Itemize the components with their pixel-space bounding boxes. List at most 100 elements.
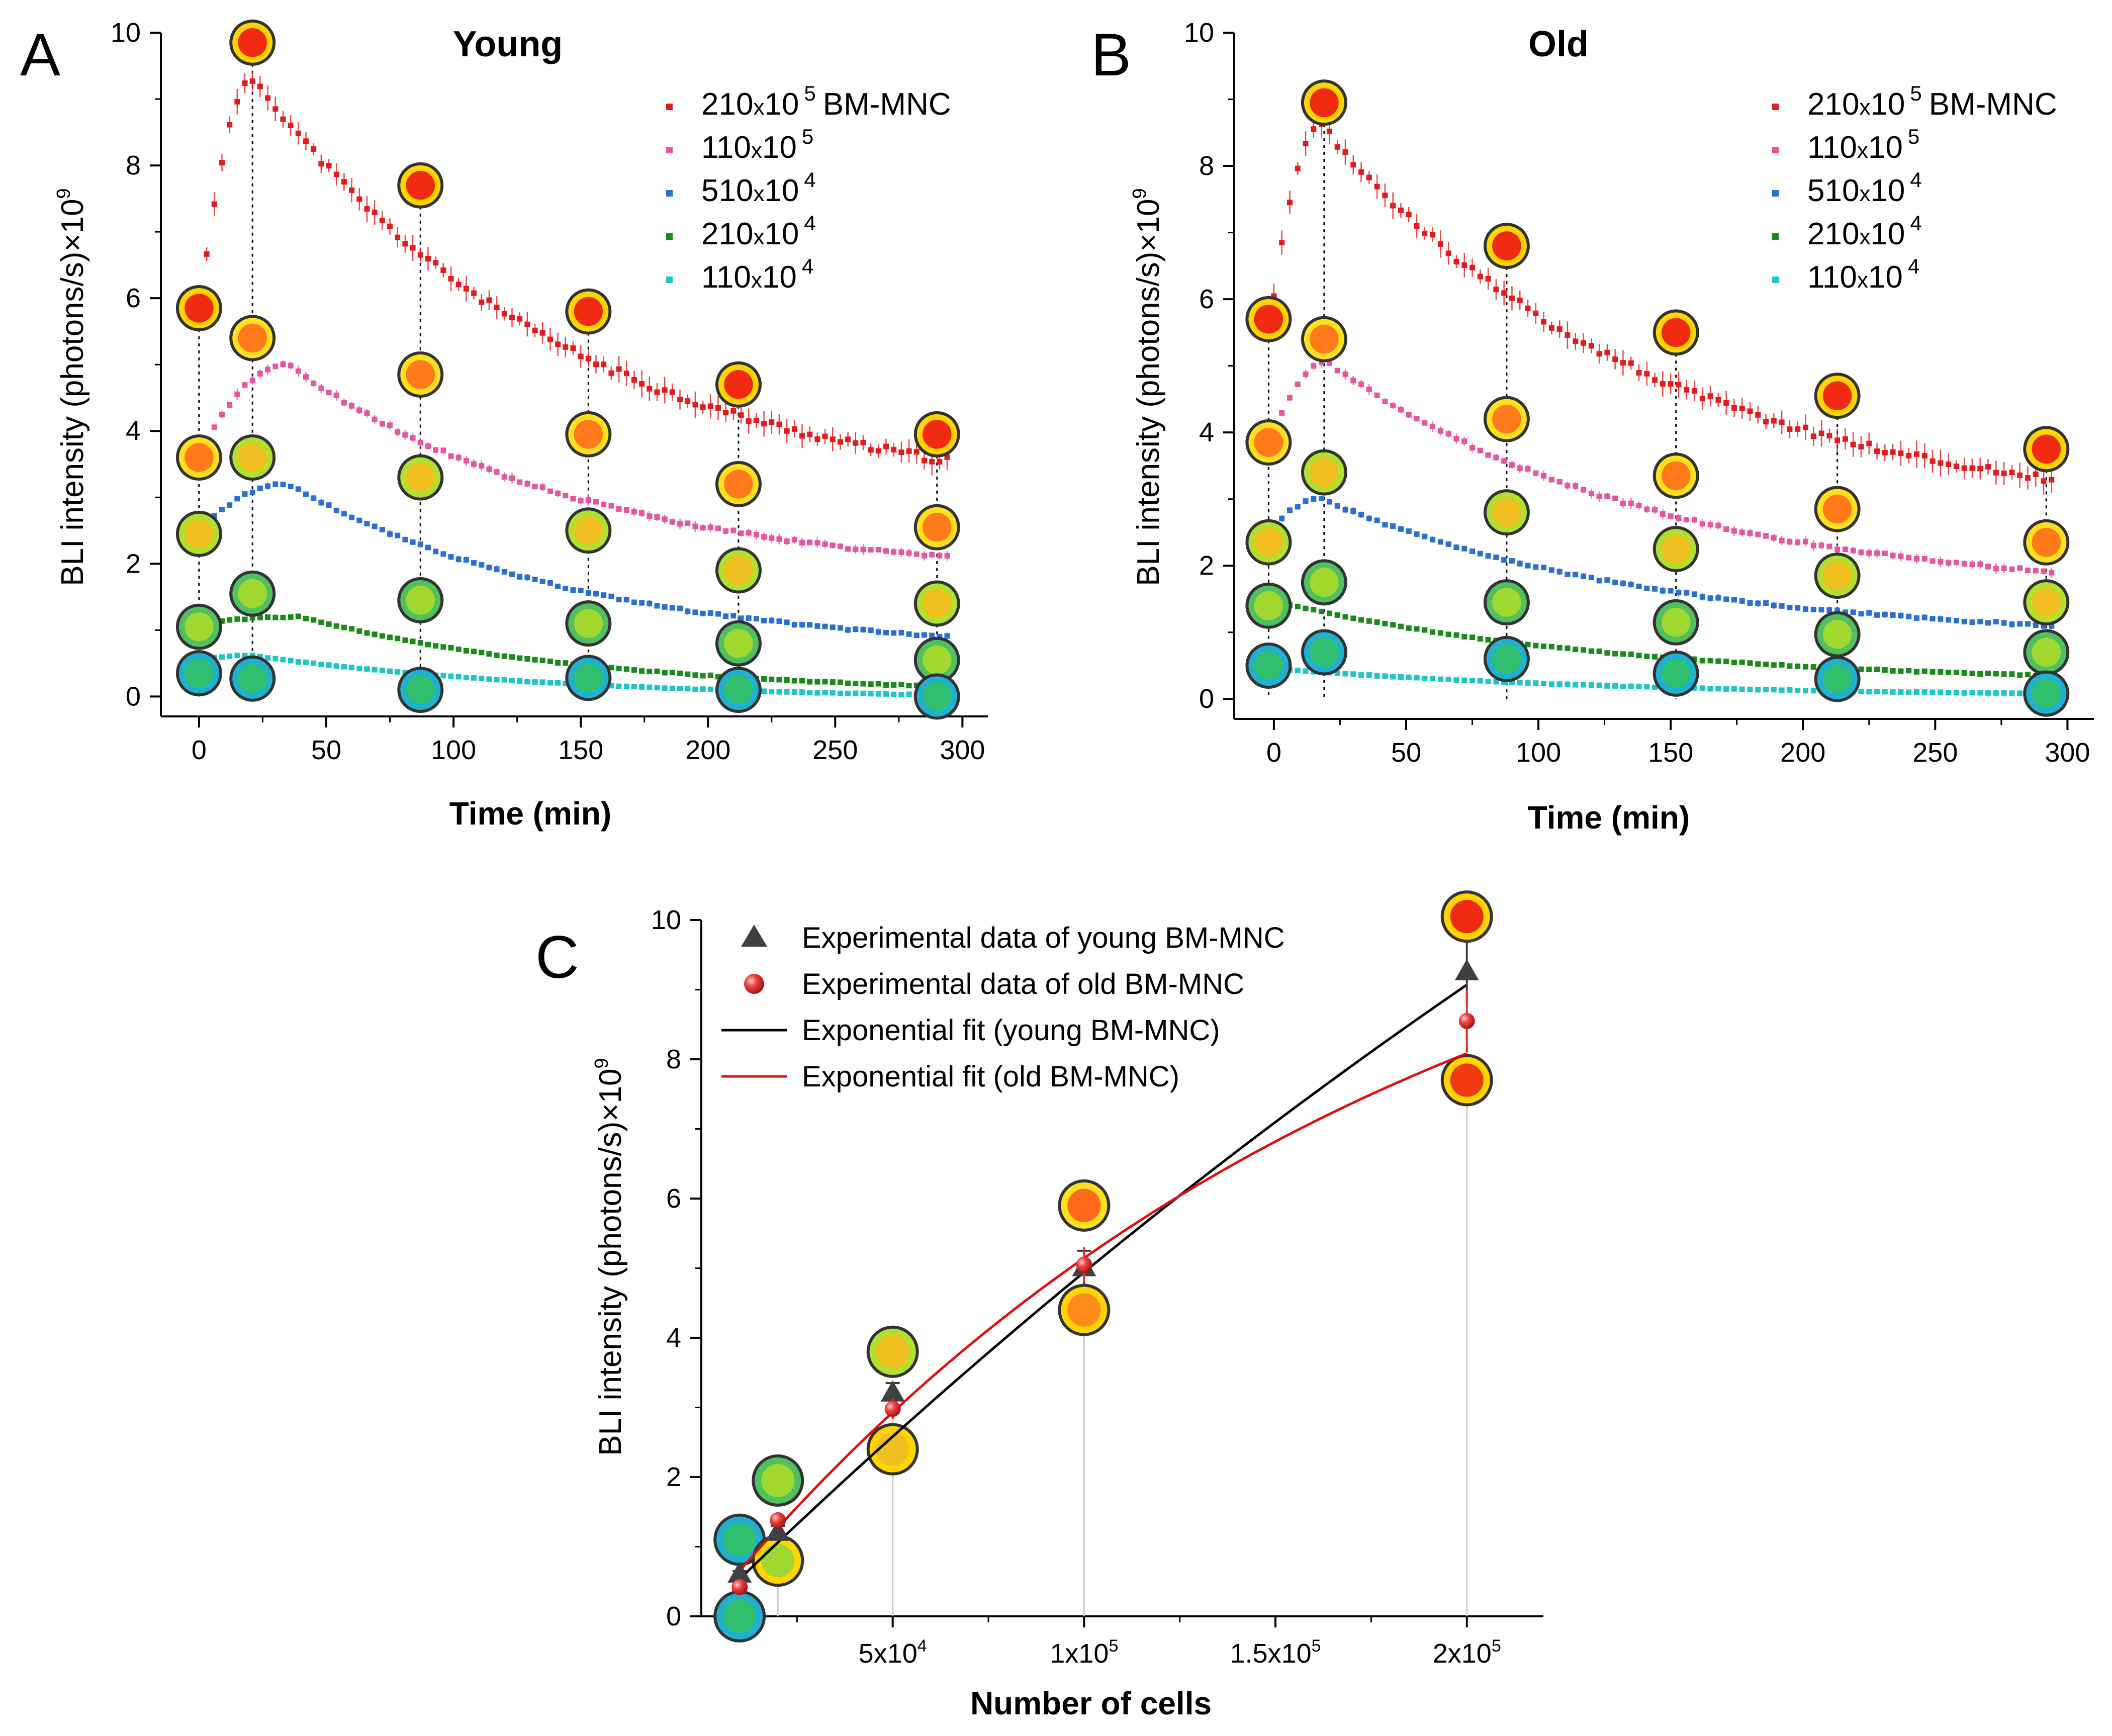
panel-a-data-point (242, 382, 248, 388)
panel-a-data-point (685, 398, 691, 404)
panel-b-data-point (1596, 648, 1602, 654)
panel-a-data-point (662, 516, 668, 522)
panel-b-data-point (1430, 536, 1436, 542)
panel-a-data-point (539, 484, 545, 490)
panel-a-x-tick-label: 150 (558, 735, 603, 765)
panel-b-data-point (1795, 605, 1801, 611)
panel-b-title: Old (1528, 24, 1589, 64)
panel-a-data-point (807, 690, 813, 696)
panel-b-series-0 (1245, 79, 2070, 495)
panel-c-ylabel-sup: 9 (591, 1058, 612, 1068)
panel-b-data-point (1858, 550, 1864, 556)
panel-b-data-point (1596, 578, 1602, 584)
panel-b-data-point (1946, 560, 1952, 566)
panel-a-well-image-core (406, 463, 435, 492)
panel-b-well-image-core (1822, 561, 1852, 590)
panel-b-data-point (1311, 496, 1317, 502)
panel-a-data-point (791, 426, 797, 432)
panel-a-data-point (601, 361, 607, 368)
panel-c-young-point (727, 1561, 752, 1583)
panel-b-well-image-core (1822, 381, 1852, 411)
panel-b-data-point (1652, 654, 1658, 660)
panel-b-data-point (1699, 658, 1705, 664)
panel-a-data-point (761, 676, 767, 682)
panel-a-data-point (288, 484, 294, 490)
panel-a-data-point (211, 424, 217, 430)
panel-b-data-point (1588, 343, 1594, 349)
panel-b-data-point (1787, 663, 1793, 669)
panel-b-data-point (2001, 565, 2007, 571)
panel-a-data-point (211, 513, 217, 519)
panel-b-data-point (1826, 433, 1832, 439)
panel-b-data-point (1556, 326, 1563, 332)
panel-c-old-point (1458, 1013, 1475, 1029)
panel-a-data-point (860, 690, 866, 696)
panel-a-data-point (700, 525, 706, 531)
panel-a-data-point (326, 163, 332, 169)
panel-b-data-point (1890, 668, 1896, 674)
panel-b-data-point (1581, 647, 1587, 653)
panel-a-data-point (929, 632, 935, 638)
panel-b-data-point (1303, 371, 1309, 377)
panel-a-data-point (761, 688, 767, 694)
panel-a-data-point (356, 628, 362, 634)
panel-a-data-point (715, 405, 721, 411)
panel-b-data-point (1541, 319, 1547, 325)
panel-b-data-point (2033, 568, 2039, 574)
panel-b-data-point (1906, 555, 1912, 561)
panel-a-data-point (341, 400, 347, 406)
panel-a-data-point (333, 171, 339, 177)
panel-a-data-point (860, 681, 866, 687)
panel-b-data-point (1358, 169, 1364, 175)
panel-a-data-point (295, 368, 301, 374)
panel-a-data-point (677, 685, 683, 691)
panel-b-data-point (1573, 572, 1579, 578)
panel-a-well-image-core (185, 519, 214, 549)
panel-b-data-point (1612, 495, 1618, 501)
panel-b-data-point (1533, 643, 1539, 649)
panel-a-data-point (776, 689, 782, 695)
panel-b-data-point (1882, 689, 1888, 695)
panel-b-data-point (1414, 675, 1420, 681)
panel-b-data-point (1556, 645, 1563, 651)
panel-a-data-point (830, 624, 836, 630)
panel-b-data-point (1461, 262, 1467, 268)
panel-b-well-image-core (2032, 434, 2061, 464)
panel-b-data-point (1890, 689, 1896, 695)
panel-b-well-image-core (1661, 608, 1691, 637)
panel-a-data-point (753, 417, 759, 423)
panel-a-data-point (883, 629, 889, 635)
panel-b-data-point (1326, 360, 1332, 366)
panel-a-data-point (532, 484, 538, 490)
panel-b-data-point (1295, 165, 1301, 171)
panel-b-well-image-core (1492, 231, 1521, 260)
panel-b-data-point (1342, 671, 1348, 677)
panel-b-data-point (1985, 464, 1991, 470)
panel-b-data-point (1993, 566, 1999, 572)
panel-a-data-point (219, 618, 225, 624)
panel-a-data-point (356, 407, 362, 413)
panel-b-data-point (1668, 513, 1674, 519)
panel-a-data-point (845, 627, 851, 633)
panel-b-data-point (1842, 436, 1848, 442)
panel-a-well-image-core (922, 589, 952, 618)
panel-b-data-point (1921, 453, 1927, 459)
panel-a-data-point (623, 597, 629, 603)
panel-b-data-point (1898, 553, 1904, 559)
panel-b-data-point (1533, 680, 1539, 686)
panel-b-data-point (1946, 617, 1952, 623)
panel-b-data-point (1461, 633, 1467, 639)
panel-a-data-point (578, 498, 584, 504)
panel-a-data-point (356, 666, 362, 672)
panel-b-data-point (1890, 612, 1896, 618)
panel-b-data-point (1509, 679, 1515, 685)
panel-b-data-point (1842, 609, 1848, 615)
panel-a-data-point (242, 80, 248, 86)
panel-b-data-point (1644, 371, 1650, 377)
panel-a-data-point (311, 617, 317, 623)
panel-a-data-point (387, 422, 393, 428)
panel-b-data-point (1445, 431, 1451, 437)
panel-b-data-point (1509, 295, 1515, 301)
panel-a-series-4 (175, 650, 960, 720)
panel-a-data-point (455, 647, 462, 653)
